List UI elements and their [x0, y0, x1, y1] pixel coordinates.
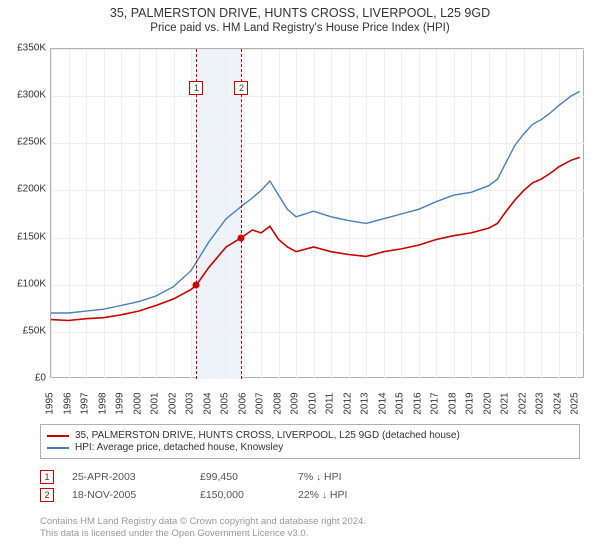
- legend-panel: 35, PALMERSTON DRIVE, HUNTS CROSS, LIVER…: [40, 424, 580, 459]
- x-axis-label: 2017: [430, 392, 441, 414]
- x-axis-label: 2006: [237, 392, 248, 414]
- y-axis-label: £100K: [17, 278, 46, 289]
- sale-marker-box: 1: [189, 81, 203, 95]
- chart-title: 35, PALMERSTON DRIVE, HUNTS CROSS, LIVER…: [0, 6, 600, 20]
- y-axis-label: £0: [35, 373, 46, 384]
- x-axis-label: 2013: [360, 392, 371, 414]
- y-axis-label: £300K: [17, 90, 46, 101]
- x-axis-label: 2021: [500, 392, 511, 414]
- y-axis-label: £350K: [17, 43, 46, 54]
- sales-table: 1 25-APR-2003 £99,450 7% ↓ HPI 2 18-NOV-…: [40, 466, 408, 506]
- x-axis-label: 1995: [45, 392, 56, 414]
- sale-hpi-delta: 22% ↓ HPI: [298, 489, 408, 501]
- legend-row: HPI: Average price, detached house, Know…: [47, 442, 573, 453]
- legend-swatch: [47, 447, 69, 449]
- x-axis-label: 2020: [482, 392, 493, 414]
- x-axis-label: 1997: [80, 392, 91, 414]
- sale-marker-line: [196, 49, 197, 379]
- sale-marker-dot: [238, 234, 245, 241]
- sale-marker-icon: 2: [40, 488, 54, 502]
- legend-label: HPI: Average price, detached house, Know…: [75, 442, 283, 453]
- down-arrow-icon: ↓: [322, 490, 327, 501]
- x-axis-label: 2015: [395, 392, 406, 414]
- x-axis-label: 1996: [62, 392, 73, 414]
- x-axis-label: 2009: [290, 392, 301, 414]
- sale-marker-icon: 1: [40, 470, 54, 484]
- x-axis-label: 2010: [307, 392, 318, 414]
- y-axis-label: £150K: [17, 231, 46, 242]
- y-axis-label: £200K: [17, 184, 46, 195]
- x-axis-label: 2012: [342, 392, 353, 414]
- x-axis-label: 2019: [465, 392, 476, 414]
- x-axis-label: 2024: [552, 392, 563, 414]
- sale-date: 18-NOV-2005: [72, 489, 182, 501]
- down-arrow-icon: ↓: [316, 472, 321, 483]
- sale-marker-dot: [193, 282, 200, 289]
- series-line-hpi: [51, 91, 580, 313]
- y-axis-label: £250K: [17, 137, 46, 148]
- chart-subtitle: Price paid vs. HM Land Registry's House …: [0, 22, 600, 34]
- sale-marker-box: 2: [234, 81, 248, 95]
- legend-row: 35, PALMERSTON DRIVE, HUNTS CROSS, LIVER…: [47, 430, 573, 441]
- series-line-property: [51, 157, 580, 320]
- footer-attribution: Contains HM Land Registry data © Crown c…: [40, 516, 366, 540]
- sale-marker-line: [241, 49, 242, 379]
- sale-price: £99,450: [200, 471, 280, 483]
- x-axis-label: 2016: [412, 392, 423, 414]
- sale-hpi-delta: 7% ↓ HPI: [298, 471, 408, 483]
- x-axis-label: 2022: [517, 392, 528, 414]
- x-axis-label: 1998: [97, 392, 108, 414]
- chart-area: 12 £0£50K£100K£150K£200K£250K£300K£350K1…: [50, 48, 584, 378]
- x-axis-label: 2003: [185, 392, 196, 414]
- x-axis-label: 2025: [570, 392, 581, 414]
- x-axis-label: 2002: [167, 392, 178, 414]
- legend-label: 35, PALMERSTON DRIVE, HUNTS CROSS, LIVER…: [75, 430, 460, 441]
- footer-line: This data is licensed under the Open Gov…: [40, 528, 366, 540]
- footer-line: Contains HM Land Registry data © Crown c…: [40, 516, 366, 528]
- x-axis-label: 2014: [377, 392, 388, 414]
- sale-row: 1 25-APR-2003 £99,450 7% ↓ HPI: [40, 470, 408, 484]
- x-axis-label: 2008: [272, 392, 283, 414]
- plot-region: 12: [50, 48, 584, 378]
- x-axis-label: 2004: [202, 392, 213, 414]
- x-axis-label: 2005: [220, 392, 231, 414]
- x-axis-label: 2001: [150, 392, 161, 414]
- x-axis-label: 2011: [325, 393, 336, 415]
- chart-lines: [51, 49, 585, 379]
- sale-date: 25-APR-2003: [72, 471, 182, 483]
- chart-title-block: 35, PALMERSTON DRIVE, HUNTS CROSS, LIVER…: [0, 0, 600, 34]
- legend-swatch: [47, 435, 69, 437]
- x-axis-label: 1999: [115, 392, 126, 414]
- x-axis-label: 2023: [535, 392, 546, 414]
- x-axis-label: 2007: [255, 392, 266, 414]
- sale-row: 2 18-NOV-2005 £150,000 22% ↓ HPI: [40, 488, 408, 502]
- sale-price: £150,000: [200, 489, 280, 501]
- y-axis-label: £50K: [23, 325, 46, 336]
- x-axis-label: 2018: [447, 392, 458, 414]
- x-axis-label: 2000: [132, 392, 143, 414]
